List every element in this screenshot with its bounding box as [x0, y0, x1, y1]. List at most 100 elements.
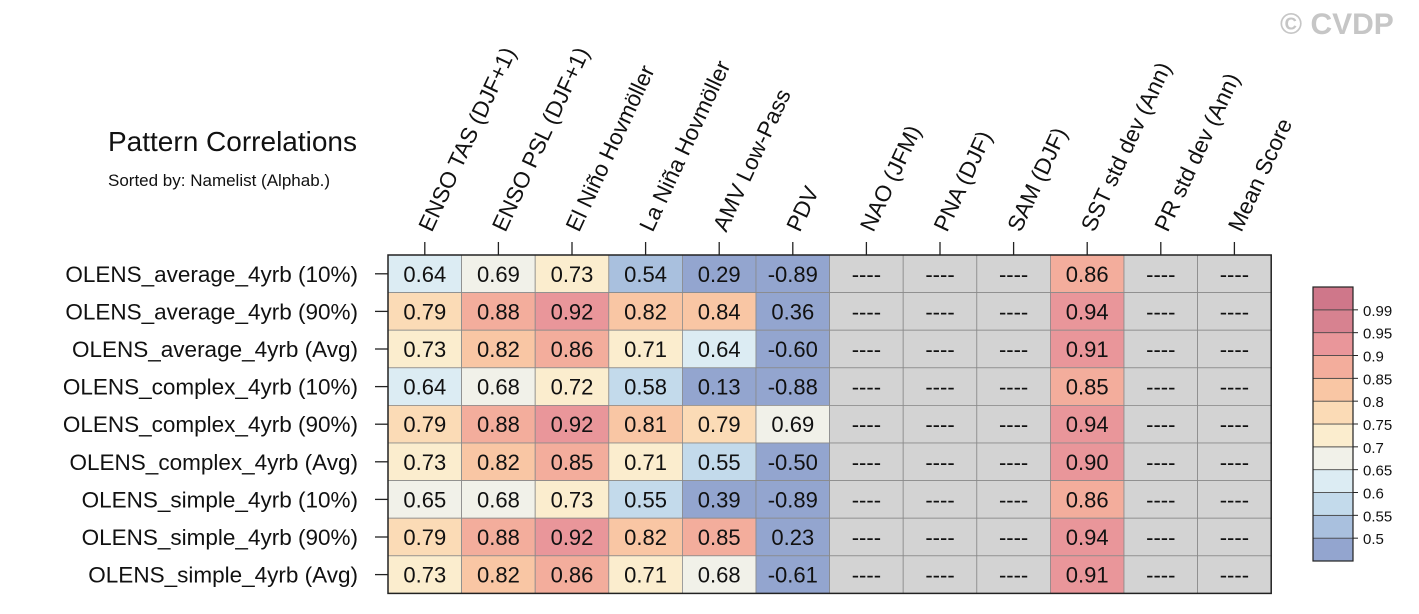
cell-value: 0.73	[403, 450, 446, 475]
colorbar-segment	[1312, 469, 1354, 493]
watermark: © CVDP	[1280, 8, 1394, 41]
cell-value: 0.82	[624, 299, 667, 324]
cell-value: 0.86	[551, 563, 594, 588]
heatmap-cell	[534, 367, 610, 406]
cell-value: 0.91	[1066, 337, 1109, 362]
heatmap-cell	[1050, 442, 1125, 481]
cell-value: 0.82	[624, 525, 667, 550]
cell-value: 0.86	[1066, 487, 1109, 512]
cell-value: ----	[925, 487, 954, 512]
cell-value: 0.64	[403, 375, 446, 400]
cell-value: 0.94	[1066, 299, 1109, 324]
cell-value: 0.55	[698, 450, 741, 475]
colorbar-segment	[1312, 446, 1354, 471]
heatmap-cell	[1123, 442, 1198, 481]
heatmap-cell	[755, 292, 830, 331]
row-label: OLENS_average_4yrb (90%)	[65, 299, 358, 324]
heatmap-cell	[608, 329, 683, 369]
heatmap-cell	[1197, 555, 1272, 594]
heatmap-cell	[1123, 292, 1198, 331]
heatmap-cell	[608, 555, 683, 594]
cell-value: 0.79	[403, 525, 446, 550]
cell-value: -0.89	[768, 487, 818, 512]
cell-value: ----	[852, 487, 881, 512]
heatmap-cell	[755, 404, 830, 444]
heatmap-cell	[608, 442, 683, 481]
cell-value: 0.71	[624, 450, 667, 475]
heatmap-cell	[1123, 517, 1198, 557]
cell-value: ----	[852, 337, 881, 362]
heatmap-cell	[902, 517, 978, 557]
row-label: OLENS_complex_4yrb (10%)	[63, 375, 358, 400]
heatmap-cell	[1197, 517, 1272, 557]
heatmap-cell	[1123, 254, 1198, 293]
heatmap-cell	[461, 442, 536, 481]
row-label: OLENS_complex_4yrb (Avg)	[70, 450, 358, 475]
cell-value: 0.68	[698, 563, 741, 588]
cell-value: ----	[1220, 337, 1249, 362]
cell-value: ----	[925, 563, 954, 588]
colorbar-label: 0.6	[1363, 486, 1384, 503]
cell-value: ----	[852, 525, 881, 550]
cell-value: 0.64	[403, 262, 446, 287]
heatmap-cell	[755, 367, 830, 406]
colorbar-label: 0.99	[1363, 303, 1392, 320]
heatmap-cell	[976, 442, 1051, 481]
colorbar-label: 0.55	[1363, 508, 1392, 525]
cell-value: ----	[1220, 525, 1249, 550]
row-label: OLENS_simple_4yrb (10%)	[82, 487, 358, 512]
cell-value: 0.65	[403, 487, 446, 512]
cell-value: ----	[925, 299, 954, 324]
cell-value: 0.71	[624, 563, 667, 588]
cell-value: ----	[925, 262, 954, 287]
colorbar-segment	[1312, 377, 1354, 402]
cell-value: ----	[999, 375, 1028, 400]
heatmap-cell	[682, 292, 757, 331]
column-label: AMV Low-Pass	[708, 85, 796, 235]
heatmap-cell	[902, 404, 978, 444]
cell-value: -0.88	[768, 375, 818, 400]
heatmap-cell	[755, 480, 830, 519]
cell-value: ----	[1146, 412, 1175, 437]
cell-value: 0.88	[477, 299, 520, 324]
heatmap-cell	[755, 329, 830, 369]
heatmap-cell	[755, 517, 830, 557]
cell-value: ----	[925, 375, 954, 400]
cell-value: 0.23	[771, 525, 814, 550]
cell-value: ----	[1146, 337, 1175, 362]
cell-value: -0.61	[768, 563, 818, 588]
colorbar-segment	[1312, 355, 1354, 379]
cell-value: ----	[999, 450, 1028, 475]
colorbar-label: 0.9	[1363, 349, 1384, 366]
heatmap-cell	[608, 404, 683, 444]
heatmap-cell	[682, 517, 757, 557]
cell-value: 0.94	[1066, 412, 1109, 437]
cell-value: ----	[1220, 262, 1249, 287]
cell-value: 0.82	[477, 337, 520, 362]
colorbar-segment	[1312, 286, 1354, 311]
cell-value: 0.58	[624, 375, 667, 400]
cell-value: ----	[852, 299, 881, 324]
cell-value: 0.92	[551, 412, 594, 437]
cell-value: 0.92	[551, 299, 594, 324]
cell-value: ----	[925, 412, 954, 437]
heatmap-cell	[829, 442, 904, 481]
heatmap-cell	[461, 367, 536, 406]
heatmap-cell	[829, 367, 904, 406]
heatmap-cell	[461, 480, 536, 519]
colorbar-segment	[1312, 537, 1354, 562]
heatmap-cell	[534, 329, 610, 369]
heatmap-cell	[1197, 404, 1272, 444]
colorbar-segment	[1312, 514, 1354, 539]
cell-value: 0.29	[698, 262, 741, 287]
heatmap-cell	[1123, 404, 1198, 444]
heatmap-cell	[1050, 480, 1125, 519]
heatmap-cell	[976, 480, 1051, 519]
heatmap-cell	[1197, 480, 1272, 519]
heatmap-cell	[1050, 329, 1125, 369]
cell-value: -0.50	[768, 450, 818, 475]
cell-value: 0.64	[698, 337, 741, 362]
colorbar-label: 0.85	[1363, 371, 1392, 388]
heatmap-cell	[902, 254, 978, 293]
